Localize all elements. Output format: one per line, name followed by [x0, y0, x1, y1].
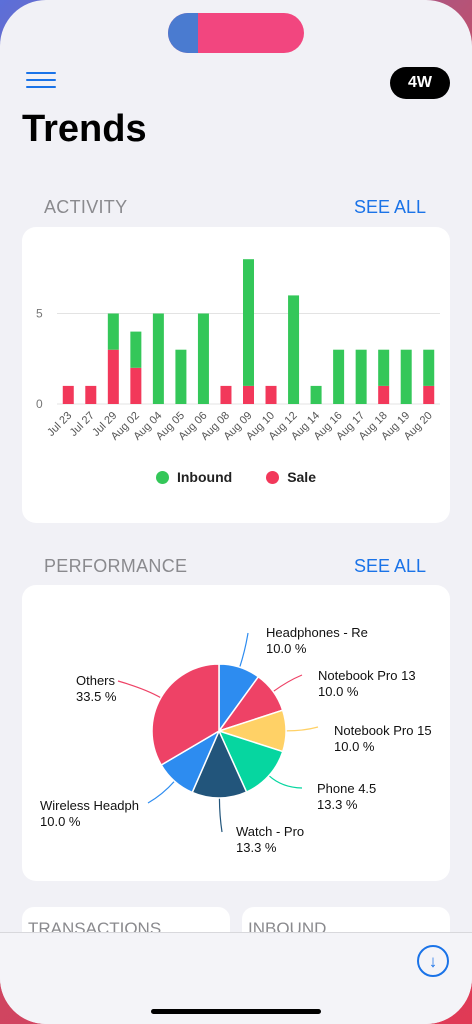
pie-label-name: Watch - Pro	[236, 824, 305, 839]
performance-card[interactable]: Headphones - Re 10.0 % Notebook Pro 13 10.0…	[22, 585, 450, 881]
pie-slice[interactable]	[151, 663, 220, 767]
dynamic-island	[168, 13, 304, 53]
pie-label-percent: 10.0 %	[318, 684, 359, 699]
page-title: Trends	[22, 108, 147, 150]
pie-label: Headphones - Re 10.0 %	[266, 625, 368, 657]
bar-inbound[interactable]	[423, 349, 435, 386]
pie-leader-line	[285, 726, 319, 732]
activity-section-title: ACTIVITY	[44, 197, 128, 217]
pie-label-name: Headphones - Re	[266, 625, 368, 640]
menu-icon[interactable]	[26, 72, 56, 92]
pie-leader-line	[147, 780, 176, 804]
bar-inbound[interactable]	[243, 259, 254, 386]
pie-leader-line	[268, 775, 303, 789]
bar-inbound[interactable]	[400, 349, 412, 404]
bar-inbound[interactable]	[175, 349, 187, 404]
pie-label-percent: 33.5 %	[76, 689, 117, 704]
pie-label-percent: 10.0 %	[40, 814, 81, 829]
home-indicator	[151, 1009, 321, 1014]
pie-label-percent: 10.0 %	[334, 739, 375, 754]
pie-slice[interactable]	[217, 729, 284, 794]
legend-item-sale[interactable]: Sale	[266, 469, 316, 485]
pie-leader-line	[272, 674, 303, 693]
x-tick-label: Jul 27	[68, 410, 97, 439]
pie-label: Notebook Pro 13 10.0 %	[318, 668, 416, 700]
activity-card[interactable]: 0 5 Jul 23 Jul 27 Jul 29 Aug 02 Aug 04 Aug 05 Au…	[22, 227, 450, 523]
bar-sale[interactable]	[107, 349, 119, 404]
bar-inbound[interactable]	[378, 349, 390, 386]
pie-label-name: Notebook Pro 13	[318, 668, 416, 683]
pie-label: Others 33.5 %	[76, 673, 116, 705]
pie-label: Watch - Pro 13.3 %	[236, 824, 304, 856]
bar-sale[interactable]	[378, 385, 390, 404]
bottom-toolbar	[0, 932, 472, 1024]
bar-sale[interactable]	[130, 367, 142, 404]
bar-sale[interactable]	[85, 385, 97, 404]
pie-label: Wireless Headph 10.0 %	[40, 798, 139, 830]
bar-sale[interactable]	[265, 385, 277, 404]
period-button[interactable]: 4W	[390, 67, 450, 99]
performance-pie-chart	[117, 632, 319, 833]
activity-see-all-link[interactable]: SEE ALL	[353, 197, 426, 217]
bar-inbound[interactable]	[152, 313, 164, 405]
pie-leader-line	[239, 632, 249, 668]
legend-item-inbound[interactable]: Inbound	[155, 469, 233, 485]
pie-label-name: Notebook Pro 15	[334, 723, 432, 738]
bar-inbound[interactable]	[333, 349, 345, 404]
download-icon[interactable]: ↓	[417, 945, 449, 977]
bar-inbound[interactable]	[107, 313, 119, 350]
pie-leader-line	[218, 797, 223, 833]
bar-inbound[interactable]	[355, 349, 367, 404]
pie-label: Notebook Pro 15 10.0 %	[334, 723, 432, 755]
pie-label-percent: 13.3 %	[317, 797, 358, 812]
pie-label: Phone 4.5 13.3 %	[317, 781, 376, 813]
pie-leader-line	[117, 680, 162, 699]
activity-legend: Inbound Sale	[22, 469, 450, 485]
y-tick-label: 5	[36, 307, 43, 321]
bar-inbound[interactable]	[288, 295, 300, 404]
pie-label-name: Wireless Headph	[40, 798, 139, 813]
pie-label-name: Phone 4.5	[317, 781, 377, 796]
performance-see-all-link[interactable]: SEE ALL	[353, 556, 426, 576]
sale-dot-icon	[266, 470, 280, 484]
inbound-dot-icon	[155, 470, 169, 484]
bar-sale[interactable]	[423, 385, 435, 404]
bar-sale[interactable]	[62, 385, 74, 404]
bar-sale[interactable]	[220, 385, 232, 404]
pie-slice[interactable]	[191, 729, 248, 799]
y-tick-label: 0	[36, 397, 43, 411]
bar-inbound[interactable]	[130, 331, 142, 368]
bar-inbound[interactable]	[310, 385, 322, 404]
bar-sale[interactable]	[243, 385, 254, 404]
legend-label-sale: Sale	[287, 469, 316, 485]
pie-label-percent: 10.0 %	[266, 641, 307, 656]
legend-label-inbound: Inbound	[176, 469, 233, 485]
performance-section-title: PERFORMANCE	[44, 556, 188, 576]
pie-label-percent: 13.3 %	[236, 840, 277, 855]
pie-label-name: Others	[76, 673, 116, 688]
bar-inbound[interactable]	[197, 313, 209, 405]
x-tick-label: Jul 23	[45, 410, 74, 439]
